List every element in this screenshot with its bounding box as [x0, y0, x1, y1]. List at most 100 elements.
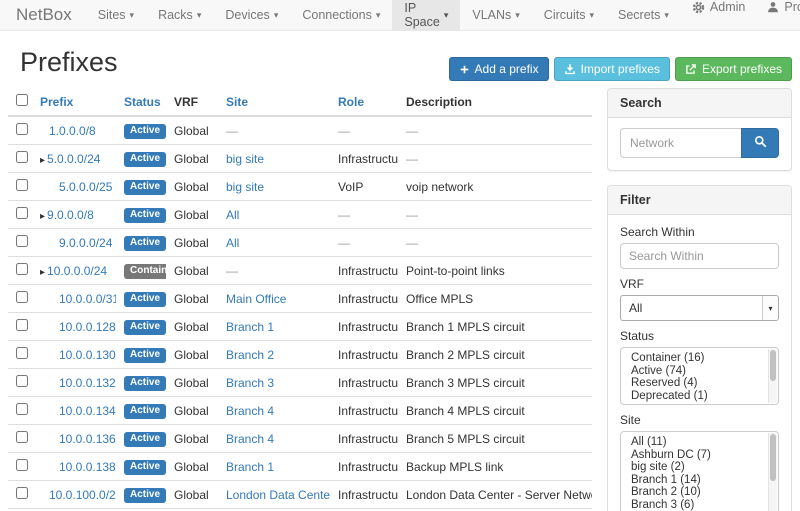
nav-item-circuits[interactable]: Circuits ▾ [543, 8, 594, 22]
row-checkbox[interactable] [16, 375, 28, 387]
column-header-status[interactable]: Status [116, 88, 166, 117]
vrf-cell: Global [166, 396, 218, 425]
role-cell: Infrastructure [330, 144, 398, 173]
site-link[interactable]: Main Office [226, 291, 287, 306]
nav-item-ip-space[interactable]: IP Space ▾ [392, 0, 461, 30]
listbox-option[interactable]: All (11) [631, 436, 667, 448]
role-cell: VoIP [330, 172, 398, 201]
site-link[interactable]: Branch 3 [226, 375, 275, 390]
vrf-cell: Global [166, 480, 218, 509]
vrf-select[interactable]: All ▾ [620, 295, 779, 321]
site-link[interactable]: Branch 4 [226, 403, 275, 418]
nav-item-secrets[interactable]: Secrets ▾ [618, 8, 669, 22]
column-header-site[interactable]: Site [218, 88, 330, 117]
prefix-link[interactable]: 9.0.0.0/24 [59, 235, 113, 250]
site-link[interactable]: Branch 2 [226, 347, 275, 362]
nav-item-devices[interactable]: Devices ▾ [225, 8, 279, 22]
admin-link[interactable]: Admin [681, 0, 756, 14]
import-prefixes-button[interactable]: Import prefixes [553, 57, 670, 81]
row-checkbox[interactable] [16, 179, 28, 191]
listbox-option[interactable]: Branch 1 (14) [631, 473, 701, 486]
listbox-option[interactable]: Active (74) [631, 364, 686, 377]
row-checkbox[interactable] [16, 403, 28, 415]
search-panel-title: Search [608, 89, 791, 118]
role-cell: Infrastructure [330, 396, 398, 425]
expand-arrow-icon: ▸ [40, 154, 46, 166]
site-link[interactable]: Branch 1 [226, 459, 275, 474]
row-checkbox[interactable] [16, 207, 28, 219]
nav-item-sites[interactable]: Sites ▾ [97, 8, 135, 22]
nav-item-vlans[interactable]: VLANs ▾ [472, 8, 520, 22]
scrollbar[interactable] [768, 433, 777, 511]
search-button[interactable] [741, 128, 779, 158]
row-checkbox[interactable] [16, 291, 28, 303]
prefix-link[interactable]: 10.0.0.130/31 [59, 347, 116, 362]
role-cell: Infrastructure [330, 424, 398, 453]
prefix-link[interactable]: 10.0.0.0/31 [59, 291, 116, 306]
description-cell: Backup MPLS link [398, 452, 592, 481]
import-icon [564, 63, 576, 75]
row-checkbox[interactable] [16, 347, 28, 359]
export-prefixes-button[interactable]: Export prefixes [674, 57, 792, 81]
site-link[interactable]: Branch 1 [226, 319, 275, 334]
site-link[interactable]: Branch 4 [226, 431, 275, 446]
listbox-option[interactable]: Branch 2 (10) [631, 486, 701, 498]
site-listbox[interactable]: All (11) Ashburn DC (7) big site (2) Branch… [620, 431, 779, 511]
scrollbar[interactable] [768, 349, 777, 403]
prefix-link[interactable]: 10.0.0.0/24 [47, 263, 108, 278]
table-row: 10.0.0.138/31 Active Global Branch 1 Inf… [8, 452, 592, 481]
site-link[interactable]: All [226, 235, 240, 250]
add-prefix-button[interactable]: Add a prefix [448, 57, 549, 81]
top-navbar: NetBox Sites ▾ Racks ▾ Devices ▾ Connections ▾ I… [0, 0, 800, 31]
main-nav: Sites ▾ Racks ▾ Devices ▾ Connections ▾ IP Space… [86, 0, 681, 30]
listbox-option[interactable]: Ashburn DC (7) [631, 448, 711, 461]
chevron-down-icon: ▾ [273, 9, 279, 20]
row-checkbox[interactable] [16, 123, 28, 135]
row-checkbox[interactable] [16, 431, 28, 443]
select-all-checkbox[interactable] [16, 94, 28, 106]
search-within-input[interactable] [620, 243, 779, 269]
prefix-link[interactable]: 10.0.0.136/31 [59, 431, 116, 446]
status-listbox[interactable]: Container (16) Active (74) Reserved (4) Dep… [620, 347, 779, 405]
expand-arrow-icon: ▸ [40, 266, 46, 278]
prefix-link[interactable]: 5.0.0.0/24 [47, 151, 101, 166]
row-checkbox[interactable] [16, 487, 28, 499]
vrf-cell: Global [166, 200, 218, 229]
site-link[interactable]: big site [226, 179, 265, 194]
vrf-cell: Global [166, 340, 218, 369]
prefix-link[interactable]: 9.0.0.0/8 [47, 207, 94, 222]
search-input[interactable] [620, 128, 741, 158]
column-header-role[interactable]: Role [330, 88, 398, 117]
role-cell: Infrastructure [330, 284, 398, 313]
prefix-link[interactable]: 10.0.0.134/31 [59, 403, 116, 418]
site-link[interactable]: London Data Center [226, 487, 330, 502]
listbox-option[interactable]: Reserved (4) [631, 377, 698, 389]
row-checkbox[interactable] [16, 459, 28, 471]
nav-item-racks[interactable]: Racks ▾ [158, 8, 202, 22]
listbox-option[interactable]: big site (2) [631, 461, 685, 473]
prefix-link[interactable]: 5.0.0.0/25 [59, 179, 113, 194]
prefix-link[interactable]: 10.0.0.128/31 [59, 319, 116, 334]
search-panel: Search [607, 88, 792, 171]
prefix-link[interactable]: 10.0.0.132/31 [59, 375, 116, 390]
prefix-link[interactable]: 1.0.0.0/8 [49, 123, 96, 138]
row-checkbox[interactable] [16, 319, 28, 331]
site-link[interactable]: big site [226, 151, 265, 166]
table-row: 10.0.0.0/31 Active Global Main Office In… [8, 284, 592, 313]
listbox-option[interactable]: Branch 3 (6) [631, 498, 695, 511]
description-cell: Office MPLS [398, 284, 592, 313]
prefix-link[interactable]: 10.0.100.0/24 [49, 487, 116, 502]
prefix-link[interactable]: 10.0.0.138/31 [59, 459, 116, 474]
listbox-option[interactable]: Deprecated (1) [631, 389, 708, 402]
brand-logo[interactable]: NetBox [16, 5, 72, 24]
row-checkbox[interactable] [16, 263, 28, 275]
nav-item-connections[interactable]: Connections ▾ [302, 8, 381, 22]
listbox-option[interactable]: Container (16) [631, 352, 705, 364]
site-link[interactable]: All [226, 207, 240, 222]
column-header-prefix[interactable]: Prefix [32, 88, 116, 117]
chevron-down-icon: ▾ [443, 9, 449, 20]
profile-link[interactable]: Profile [756, 0, 800, 14]
row-checkbox[interactable] [16, 151, 28, 163]
description-cell: Branch 2 MPLS circuit [398, 340, 592, 369]
row-checkbox[interactable] [16, 235, 28, 247]
